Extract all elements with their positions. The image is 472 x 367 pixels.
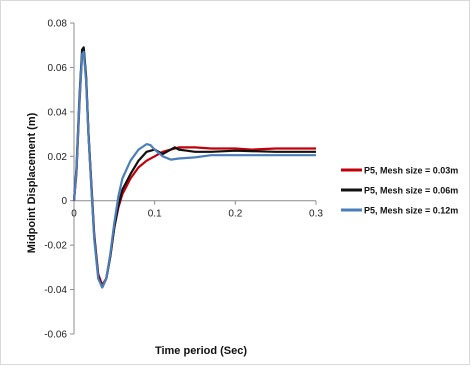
x-tick-label: 0.2 — [228, 209, 242, 220]
legend: P5, Mesh size = 0.03m P5, Mesh size = 0.0… — [341, 166, 458, 216]
series-layer — [72, 46, 316, 289]
y-axis-title: Midpoint Displacement (m) — [26, 112, 38, 253]
x-tick-label: 0.1 — [148, 209, 162, 220]
y-tick-label: -0.04 — [44, 285, 67, 296]
y-tick-label: 0.06 — [48, 63, 68, 74]
y-tick-label: -0.02 — [44, 241, 67, 252]
y-tick-label: 0.02 — [48, 152, 68, 163]
series-line-3 — [72, 50, 316, 289]
axes — [70, 22, 317, 335]
legend-label-1: P5, Mesh size = 0.03m — [364, 166, 458, 176]
x-tick-label: 0 — [71, 209, 77, 220]
y-tick-label: 0.04 — [48, 107, 68, 118]
y-tick-label: -0.06 — [44, 330, 67, 341]
y-tick-label: 0 — [61, 196, 67, 207]
legend-label-2: P5, Mesh size = 0.06m — [364, 186, 458, 196]
x-axis-title: Time period (Sec) — [155, 345, 247, 357]
tick-labels: -0.06 -0.04 -0.02 0 0.02 0.04 0.06 0.08 0 0.1 0.2 0… — [44, 19, 323, 341]
y-tick-label: 0.08 — [48, 19, 68, 30]
x-tick-label: 0.3 — [309, 209, 323, 220]
legend-label-3: P5, Mesh size = 0.12m — [364, 206, 458, 216]
